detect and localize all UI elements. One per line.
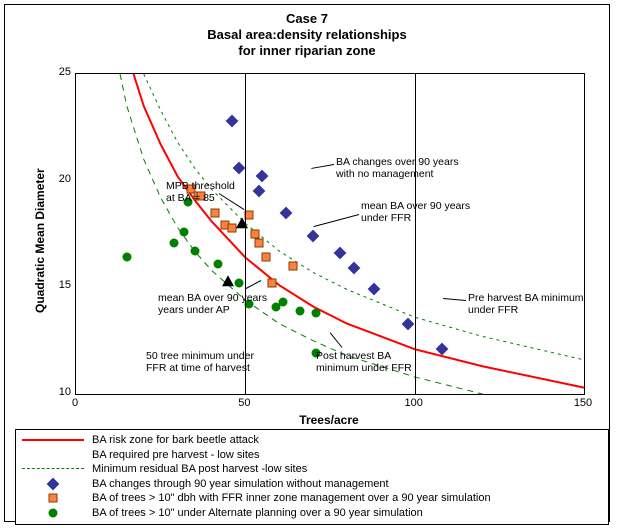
point-ap: [180, 227, 189, 236]
plot-svg: [76, 74, 584, 394]
x-axis-label: Trees/acre: [75, 413, 583, 427]
point-ffr: [254, 238, 263, 247]
annotation-mean-ap: mean BA over 90 yearsyears under AP: [158, 292, 267, 316]
point-ap: [234, 279, 243, 288]
point-ap: [170, 238, 179, 247]
legend-item: Minimum residual BA post harvest -low si…: [22, 462, 602, 477]
point-ffr: [210, 208, 219, 217]
curve-ba-risk: [134, 74, 584, 388]
legend-label: BA risk zone for bark beetle attack: [92, 434, 259, 446]
legend-item: BA risk zone for bark beetle attack: [22, 433, 602, 448]
annotation-mpb: MPB thresholdat BA = 85: [166, 180, 235, 204]
legend-swatch: [22, 433, 84, 447]
point-ap: [122, 253, 131, 262]
chart-title-2: Basal area:density relationships: [5, 27, 609, 42]
annotation-post-ffr: Post harvest BAminimum under FFR: [316, 350, 412, 374]
point-ffr: [288, 262, 297, 271]
legend-item: BA changes through 90 year simulation wi…: [22, 477, 602, 492]
legend-swatch: [22, 506, 84, 520]
annotation-pre-ffr: Pre harvest BA minimumunder FFR: [468, 292, 584, 316]
point-ap: [295, 306, 304, 315]
legend-swatch: [22, 462, 84, 476]
legend-label: BA required pre harvest - low sites: [92, 449, 260, 461]
legend: BA risk zone for bark beetle attack BA re…: [15, 429, 609, 525]
legend-swatch: [22, 491, 84, 505]
y-tick: 25: [51, 66, 71, 78]
point-ap: [190, 247, 199, 256]
legend-label: BA of trees > 10" dbh with FFR inner zon…: [92, 492, 491, 504]
legend-item: BA of trees > 10" under Alternate planni…: [22, 506, 602, 521]
point-ap: [278, 298, 287, 307]
point-ap: [214, 259, 223, 268]
point-ffr: [227, 223, 236, 232]
y-tick: 10: [51, 386, 71, 398]
x-tick: 150: [573, 397, 593, 409]
legend-item: BA required pre harvest - low sites: [22, 448, 602, 463]
legend-item: BA of trees > 10" dbh with FFR inner zon…: [22, 491, 602, 506]
annotation-50tree: 50 tree minimum underFFR at time of harv…: [146, 350, 254, 374]
curve-ba-postharvest: [120, 74, 482, 394]
annotation-ba90-nomgmt: BA changes over 90 yearswith no manageme…: [336, 156, 459, 180]
chart-title-1: Case 7: [5, 11, 609, 26]
point-ffr: [268, 279, 277, 288]
y-tick: 15: [51, 279, 71, 291]
legend-swatch: [22, 477, 84, 491]
y-tick: 20: [51, 173, 71, 185]
plot-area: MPB thresholdat BA = 85 BA changes over 9…: [75, 73, 585, 395]
x-tick: 100: [404, 397, 424, 409]
x-tick: 0: [65, 397, 85, 409]
legend-label: Minimum residual BA post harvest -low si…: [92, 463, 307, 475]
gridline: [245, 74, 246, 394]
gridline: [415, 74, 416, 394]
chart-frame: Case 7 Basal area:density relationships …: [4, 4, 610, 522]
x-tick: 50: [234, 397, 254, 409]
point-means: [222, 275, 234, 286]
point-ffr: [261, 253, 270, 262]
legend-label: BA changes through 90 year simulation wi…: [92, 478, 389, 490]
legend-label: BA of trees > 10" under Alternate planni…: [92, 507, 423, 519]
chart-title-3: for inner riparian zone: [5, 43, 609, 58]
point-ap: [312, 308, 321, 317]
legend-swatch: [22, 448, 84, 462]
y-axis-label: Quadratic Mean Diameter: [33, 168, 47, 313]
